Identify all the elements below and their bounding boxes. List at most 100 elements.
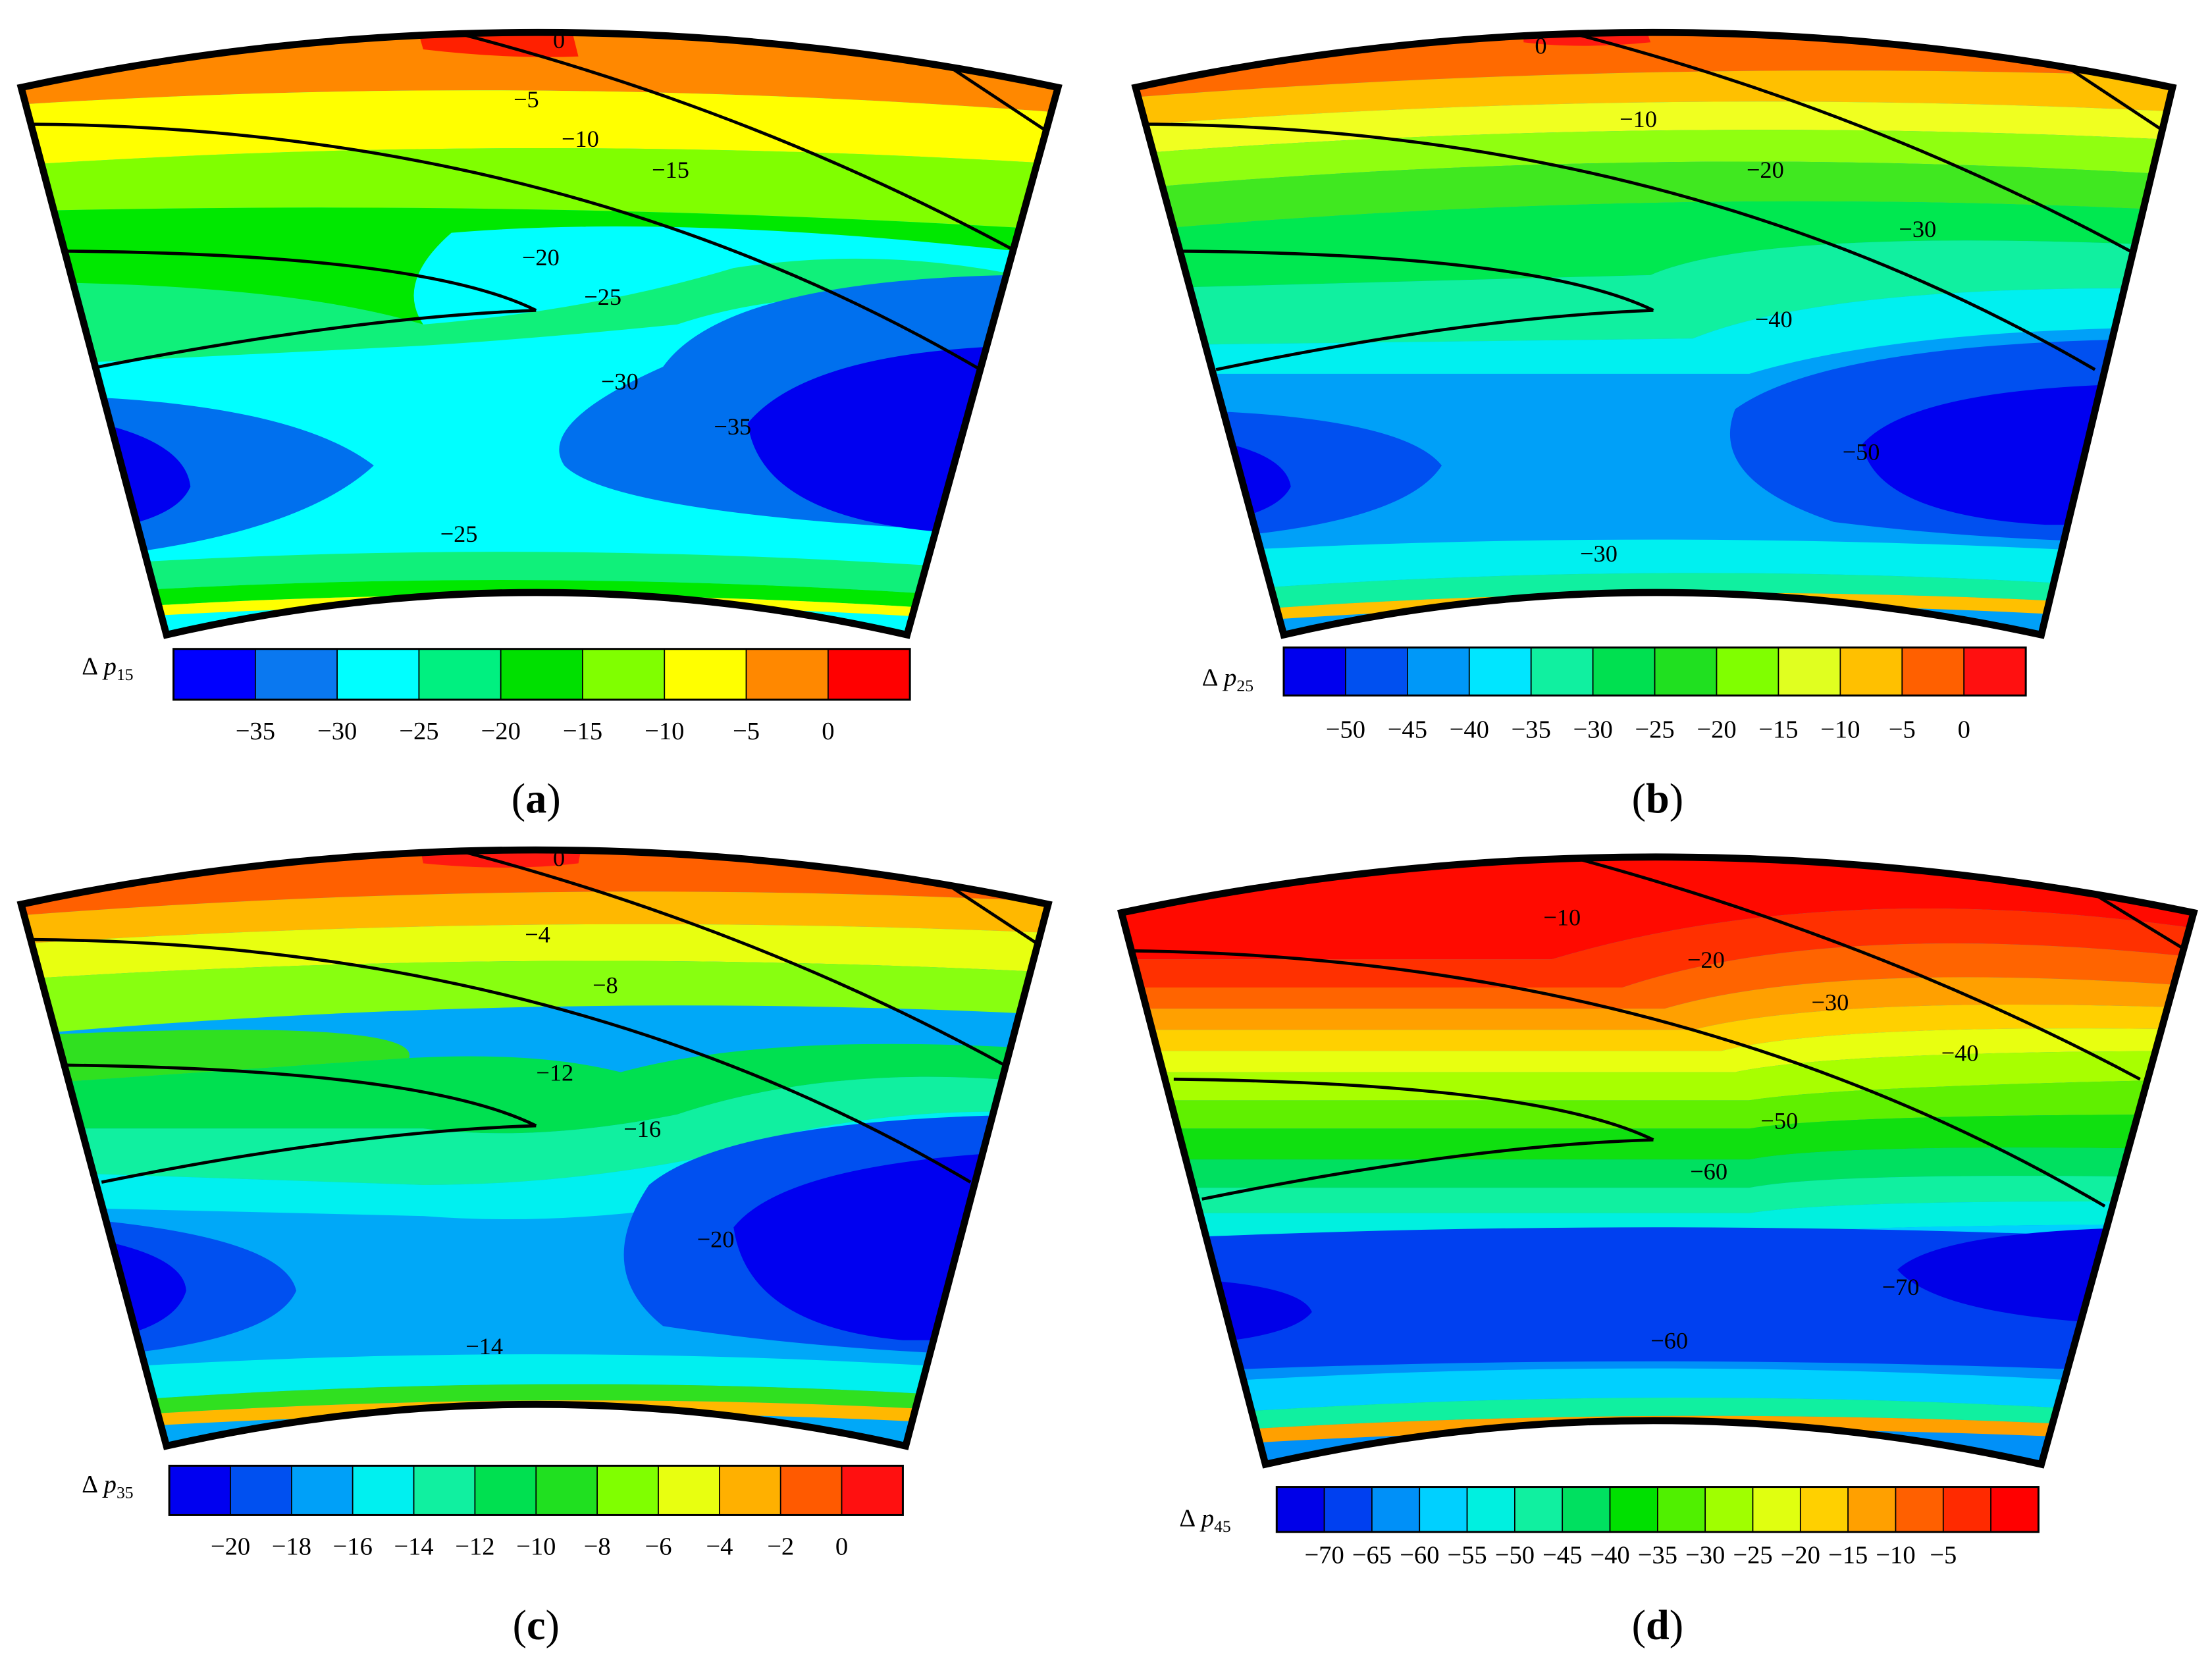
colorbar-tick-label: −8 bbox=[584, 1533, 611, 1560]
colorbar-tick-label: −70 bbox=[1304, 1541, 1344, 1569]
contour-label: −20 bbox=[522, 244, 560, 271]
contour-label: −30 bbox=[1899, 216, 1936, 242]
band-d-yellow bbox=[1121, 1028, 2194, 1072]
contour-label: −50 bbox=[1843, 439, 1880, 465]
colorbar-tick-label: 0 bbox=[835, 1533, 848, 1560]
band-a-yellow bbox=[21, 90, 1059, 167]
colorbar-tick-label: −2 bbox=[767, 1533, 794, 1560]
blade-line-b-4 bbox=[1215, 309, 1654, 371]
colorbar-tick-label: −10 bbox=[1820, 716, 1860, 744]
colorbar-swatch bbox=[1466, 1486, 1515, 1533]
colorbar-tick-label: −10 bbox=[1876, 1541, 1915, 1569]
band-b-green2 bbox=[1136, 201, 2172, 290]
colorbar-swatch bbox=[1990, 1486, 2040, 1533]
colorbar-tick-label: −40 bbox=[1450, 716, 1489, 744]
colorbar-swatch bbox=[172, 648, 256, 700]
band-d-green1 bbox=[1121, 1079, 2194, 1129]
contour-label: −25 bbox=[440, 521, 478, 547]
colorbar-swatch bbox=[1609, 1486, 1658, 1533]
colorbar-swatch bbox=[418, 648, 502, 700]
contour-labels-b: 0 −10 −20 −30 −40 −50 −30 bbox=[1535, 32, 1936, 566]
band-d-green2 bbox=[1121, 1114, 2194, 1160]
colorbar-d: −70 −65 −60 −55 −50 −45 −40 −35 −30 −25 −20 −15 −10−… bbox=[1275, 1486, 2040, 1569]
panel-caption-a: (a) bbox=[512, 775, 561, 822]
colorbar-tick-label: −15 bbox=[1758, 716, 1798, 744]
contour-label: −10 bbox=[562, 126, 599, 152]
colorbar-c: −20 −18 −16 −14 −12 −10 −8 −6 −4 −2 0 bbox=[168, 1464, 904, 1560]
colorbar-tick-label: −50 bbox=[1495, 1541, 1535, 1569]
contour-label: −40 bbox=[1755, 306, 1793, 332]
colorbar-swatch bbox=[719, 1465, 781, 1516]
contour-field-b bbox=[1136, 32, 2172, 635]
panel-caption-c: (c) bbox=[513, 1602, 560, 1648]
band-a-hub-3 bbox=[21, 594, 1059, 629]
colorbar-swatch bbox=[1371, 1486, 1421, 1533]
colorbar-swatch bbox=[1345, 646, 1408, 697]
colorbar-tick-label: −12 bbox=[455, 1533, 494, 1560]
blade-line-d-2 bbox=[1128, 949, 2106, 1208]
colorbar-swatch bbox=[1799, 1486, 1849, 1533]
band-b-green bbox=[1136, 161, 2172, 233]
band-d-red bbox=[1121, 856, 2194, 960]
contour-label: −30 bbox=[1811, 989, 1849, 1015]
colorbar-swatch bbox=[582, 648, 666, 700]
contour-field-d bbox=[1121, 856, 2194, 1465]
colorbar-swatch bbox=[1468, 646, 1532, 697]
colorbar-swatch bbox=[500, 648, 583, 700]
colorbar-border bbox=[1282, 646, 2027, 697]
blade-line-c-2 bbox=[28, 937, 972, 1184]
panel-a: 0 −5 −10 −15 −20 −25 −30 −35 −25 −35 −30−… bbox=[16, 27, 1063, 822]
colorbar-tick-label: −5 bbox=[733, 718, 760, 745]
colorbar-tick-label: −65 bbox=[1352, 1541, 1392, 1569]
colorbar-tick-label: −10 bbox=[645, 718, 684, 745]
blade-line-d-1 bbox=[1530, 856, 2141, 1081]
blade-line-b-1 bbox=[1523, 32, 2131, 253]
band-c-orange bbox=[21, 891, 1049, 945]
colorbar-swatch bbox=[1895, 1486, 1944, 1533]
contour-label: −40 bbox=[1941, 1040, 1979, 1066]
contour-label: −14 bbox=[465, 1333, 503, 1359]
colorbar-swatch bbox=[413, 1465, 476, 1516]
colorbar-border bbox=[1275, 1486, 2040, 1533]
colorbar-tick-label: −55 bbox=[1447, 1541, 1487, 1569]
colorbar-b: −50 −45 −40 −35 −30 −25 −20 −15 −10 −5 0 bbox=[1282, 646, 2027, 744]
colorbar-swatch bbox=[745, 648, 829, 700]
contour-label: −5 bbox=[514, 86, 539, 113]
band-a-hub-1 bbox=[21, 552, 1059, 607]
colorbar-swatch bbox=[1716, 646, 1779, 697]
contour-field-c bbox=[21, 850, 1049, 1446]
colorbar-tick-label: −30 bbox=[317, 718, 357, 745]
contour-labels-c: 0 −4 −8 −12 −16 −20 −14 bbox=[465, 845, 734, 1359]
blade-line-a-2 bbox=[28, 122, 982, 371]
colorbar-tick-label: −30 bbox=[1573, 716, 1612, 744]
colorbar-tick-label: −25 bbox=[1635, 716, 1674, 744]
contour-label: −25 bbox=[584, 284, 621, 310]
blade-line-a-4 bbox=[98, 309, 537, 369]
band-d-seafoam bbox=[1121, 1176, 2194, 1213]
band-d-orange2 bbox=[1121, 977, 2194, 1030]
contour-label: −35 bbox=[714, 413, 751, 440]
band-c-lime bbox=[21, 961, 1049, 1037]
colorbar-swatch bbox=[658, 1465, 720, 1516]
colorbar-swatch bbox=[596, 1465, 659, 1516]
blade-line-a-3 bbox=[63, 250, 537, 312]
colorbar-swatch bbox=[1656, 1486, 1706, 1533]
colorbar-swatch bbox=[1407, 646, 1470, 697]
band-a-green bbox=[21, 207, 1059, 325]
band-a-springgreen bbox=[21, 258, 1059, 367]
band-b-orange bbox=[1136, 70, 2172, 127]
colorbar-tick-label: −20 bbox=[1697, 716, 1736, 744]
contour-label: 0 bbox=[1535, 32, 1546, 59]
band-c-seafoam bbox=[21, 1076, 1049, 1185]
blade-line-c-3 bbox=[63, 1063, 537, 1128]
colorbar-tick-label: −16 bbox=[333, 1533, 373, 1560]
band-d-hub-3 bbox=[1121, 1415, 2194, 1454]
band-b-cyan bbox=[1136, 288, 2172, 374]
colorbar-tick-label: −35 bbox=[236, 718, 275, 745]
panel-caption-d: (d) bbox=[1632, 1602, 1684, 1648]
blade-line-b-5 bbox=[2059, 61, 2169, 136]
colorbar-swatch bbox=[1283, 646, 1346, 697]
